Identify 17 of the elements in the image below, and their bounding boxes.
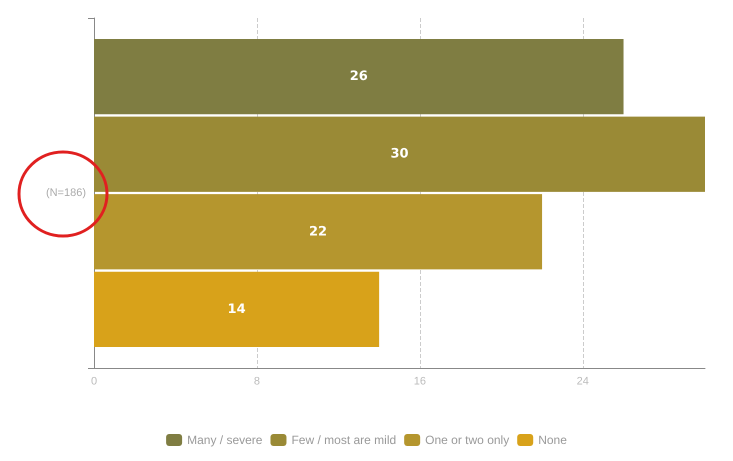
data-label: 30 — [390, 146, 409, 162]
bar — [94, 194, 542, 270]
x-tick-label: 0 — [90, 376, 98, 388]
legend-label: Few / most are mild — [291, 433, 396, 447]
legend-label: Many / severe — [187, 433, 263, 447]
y-tick-label: (N=186) — [46, 187, 86, 199]
data-label: 26 — [350, 69, 368, 84]
x-tick-label: 24 — [576, 376, 589, 388]
legend-label: One or two only — [425, 433, 510, 447]
data-label: 14 — [228, 302, 246, 317]
x-tick-label: 16 — [414, 376, 426, 388]
legend-label: None — [538, 433, 568, 447]
x-tick-label: 8 — [254, 376, 260, 388]
bar — [94, 272, 380, 347]
data-label: 22 — [308, 224, 328, 240]
bar — [94, 116, 705, 192]
bar — [94, 39, 624, 114]
